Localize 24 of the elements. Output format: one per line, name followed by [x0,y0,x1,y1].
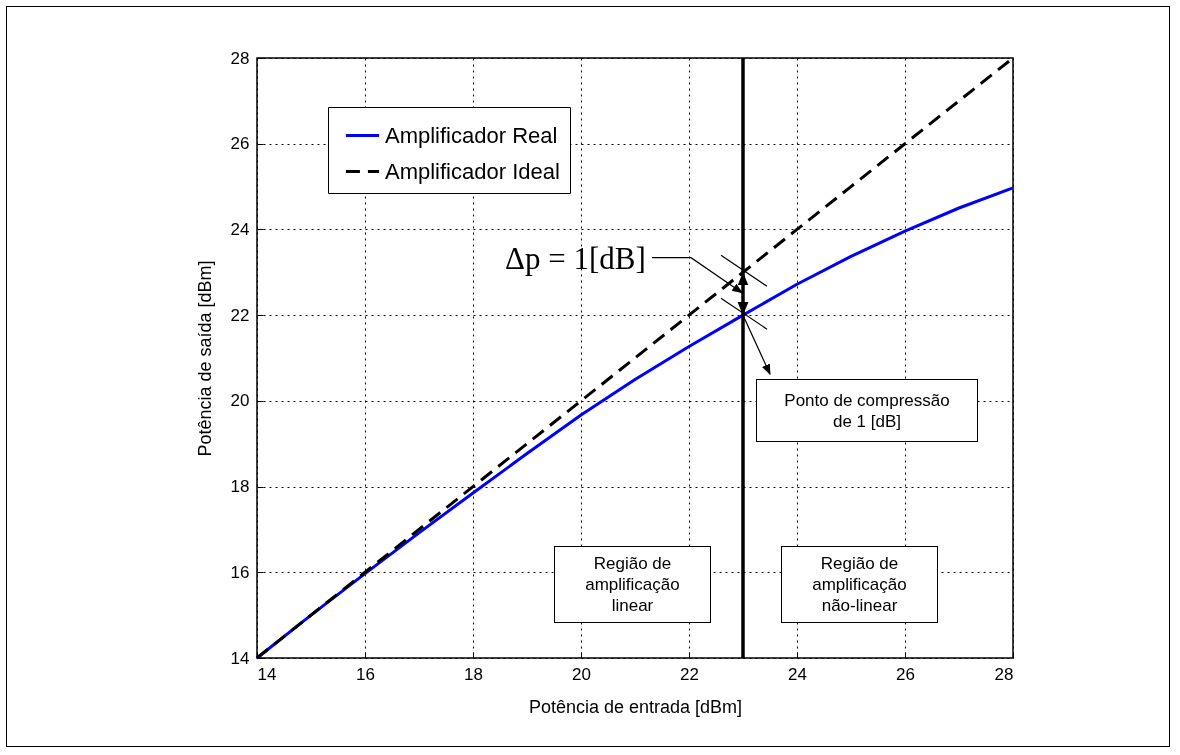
x-tick-label: 14 [257,664,277,684]
legend-label: Amplificador Real [385,122,558,148]
x-tick-label: 22 [680,664,699,684]
text-box: Ponto de compressão de 1 [dB] [756,379,978,443]
y-tick-label: 28 [230,48,250,68]
y-tick-label: 26 [230,134,250,154]
y-tick-label: 20 [230,391,250,411]
x-tick-label: 24 [788,664,807,684]
x-axis-title: Potência de entrada [dBm] [528,696,743,717]
text-box: Região de amplificação linear [554,546,711,623]
x-tick-label: 16 [356,664,375,684]
x-tick-label: 18 [464,664,483,684]
y-tick-label: 18 [230,477,250,497]
y-tick-label: 16 [230,562,250,582]
x-tick-label: 26 [896,664,915,684]
y-tick-label: 14 [230,648,250,668]
y-axis-title: Potência de saída [dBm] [194,260,215,457]
y-tick-label: 24 [230,219,250,239]
text-box: Região de amplificação não-linear [781,546,938,623]
y-tick-label: 22 [230,305,250,325]
x-tick-label: 20 [572,664,591,684]
legend-label: Amplificador Ideal [385,158,560,184]
annotation: Δp = 1[dB] [505,240,646,276]
x-tick-label: 28 [994,664,1014,684]
